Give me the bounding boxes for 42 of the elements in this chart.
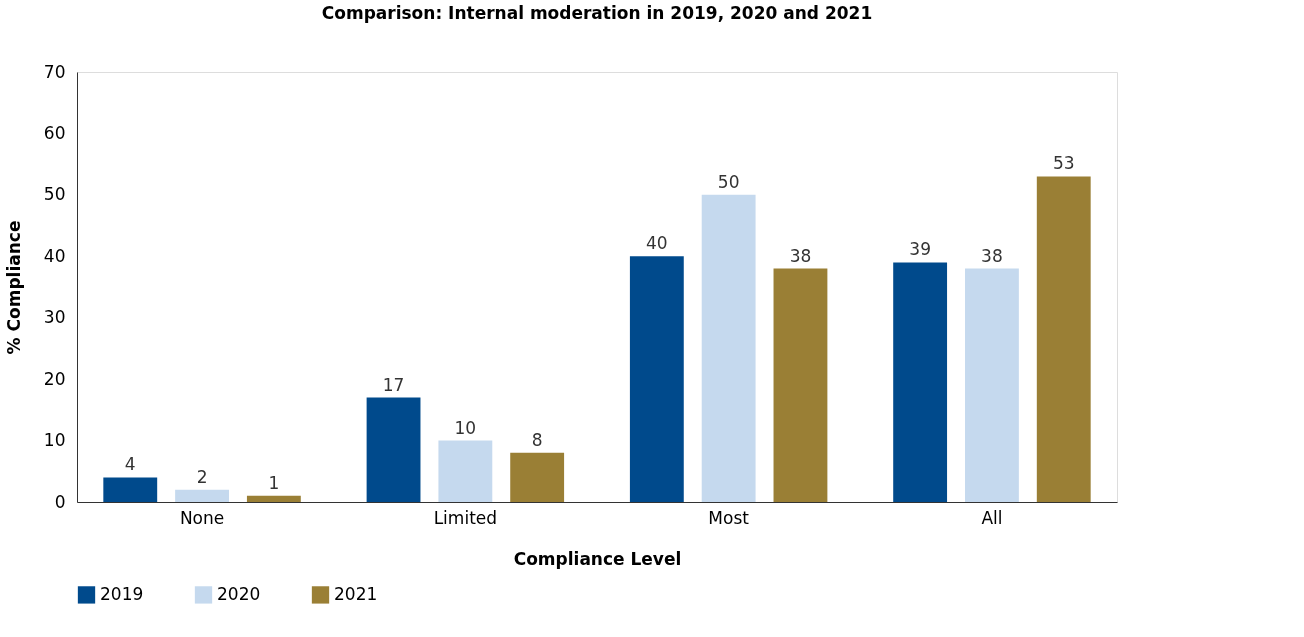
y-axis-title: % Compliance (3, 220, 24, 355)
chart-title: Comparison: Internal moderation in 2019, 2020 and 2021 (321, 3, 873, 23)
bar (965, 268, 1019, 502)
data-label: 17 (382, 374, 405, 395)
bar (773, 268, 828, 502)
legend-label: 2021 (334, 583, 378, 604)
data-label: 50 (717, 171, 740, 192)
bar (438, 440, 493, 502)
legend-label: 2020 (217, 583, 261, 604)
y-tick-label: 70 (43, 61, 66, 82)
data-label: 40 (646, 233, 668, 254)
bar (701, 194, 756, 502)
bar (175, 489, 229, 502)
bar (893, 262, 948, 502)
x-tick-label: Limited (433, 507, 498, 528)
x-tick-label: All (981, 507, 1003, 528)
bar (103, 477, 158, 502)
y-tick-label: 20 (43, 368, 66, 389)
y-tick-label: 30 (43, 307, 66, 328)
bar (366, 397, 421, 502)
data-label: 2 (196, 466, 208, 487)
data-label: 1 (268, 472, 280, 493)
y-tick-label: 40 (43, 245, 66, 266)
bar (510, 452, 565, 502)
bar (1036, 176, 1091, 502)
x-tick-label: Most (708, 507, 750, 528)
y-tick-label: 50 (43, 184, 66, 205)
data-label: 4 (124, 454, 136, 475)
data-label: 38 (981, 245, 1003, 266)
data-label: 10 (454, 417, 477, 438)
bar (629, 256, 684, 502)
x-axis-title: Compliance Level (513, 548, 682, 569)
data-label: 38 (789, 245, 812, 266)
data-label: 8 (531, 429, 543, 450)
data-label: 39 (909, 239, 931, 260)
y-tick-label: 0 (54, 491, 66, 512)
legend-label: 2019 (100, 583, 144, 604)
data-label: 53 (1052, 153, 1075, 174)
bar (246, 495, 301, 502)
x-tick-label: None (179, 507, 225, 528)
y-tick-label: 10 (43, 430, 66, 451)
y-tick-label: 60 (43, 122, 66, 143)
